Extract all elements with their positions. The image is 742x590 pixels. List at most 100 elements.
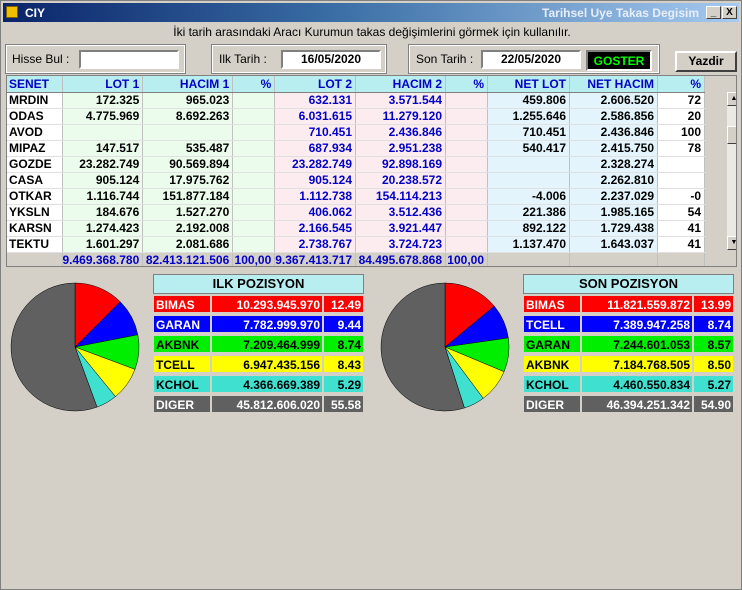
grid-cell [445, 204, 488, 221]
grid-cell: 20.238.572 [355, 172, 446, 189]
grid-cell: 2.328.274 [569, 156, 658, 173]
scroll-thumb[interactable] [727, 126, 736, 144]
grid-cell: 11.279.120 [355, 108, 446, 125]
table-row[interactable]: YKSLN 184.676 1.527.270 406.062 3.512.436 221… [7, 204, 705, 221]
grid-cell: 41 [657, 236, 705, 253]
position-name: KCHOL [153, 375, 211, 393]
position-name: TCELL [523, 315, 581, 333]
position-value: 7.209.464.999 [211, 335, 323, 353]
yazdir-button[interactable]: Yazdir [675, 51, 737, 72]
grid-cell: 1.729.438 [569, 220, 658, 237]
grid-cell: 20 [657, 108, 705, 125]
grid-cell: 78 [657, 140, 705, 157]
grid-cell: 17.975.762 [142, 172, 234, 189]
grid-cell: 965.023 [142, 92, 234, 109]
grid-cell: SENET [7, 76, 63, 93]
grid-cell: 406.062 [274, 204, 356, 221]
son-pozisyon-title: SON POZISYON [523, 274, 734, 294]
grid-cell: NET HACIM [569, 76, 658, 93]
table-row[interactable]: MIPAZ 147.517 535.487 687.934 2.951.238 540.4… [7, 140, 705, 157]
grid-cell: 905.124 [274, 172, 356, 189]
position-value: 4.366.669.389 [211, 375, 323, 393]
position-name: BIMAS [523, 295, 581, 313]
grid-cell: 84.495.678.868 [355, 252, 446, 266]
table-row[interactable]: KARSN 1.274.423 2.192.008 2.166.545 3.921.44… [7, 220, 705, 237]
son-tarih-input[interactable]: 22/05/2020 [481, 50, 581, 69]
grid-cell [232, 188, 276, 205]
grid-cell: 8.692.263 [142, 108, 234, 125]
grid-cell: 147.517 [62, 140, 144, 157]
grid-cell: -4.006 [487, 188, 570, 205]
grid-cell: 1.116.744 [62, 188, 144, 205]
table-row[interactable]: ODAS 4.775.969 8.692.263 6.031.615 11.279.12… [7, 108, 705, 125]
table-row[interactable]: GOZDE 23.282.749 90.569.894 23.282.749 92.89… [7, 156, 705, 173]
scroll-down-arrow-icon[interactable]: ▼ [727, 236, 736, 250]
grid-cell: 710.451 [274, 124, 356, 141]
pie-slice-bimas [444, 282, 495, 348]
position-value: 7.184.768.505 [581, 355, 693, 373]
position-value: 6.947.435.156 [211, 355, 323, 373]
grid-cell [445, 188, 488, 205]
grid-cell: 1.985.165 [569, 204, 658, 221]
position-row: KCHOL 4.460.550.834 5.27 [523, 375, 734, 393]
table-row[interactable]: CASA 905.124 17.975.762 905.124 20.238.572 2.… [7, 172, 705, 189]
grid-cell [445, 108, 488, 125]
grid-cell: 1.112.738 [274, 188, 356, 205]
position-value: 11.821.559.872 [581, 295, 693, 313]
grid-cell: 2.415.750 [569, 140, 658, 157]
ilk-pozisyon-title: ILK POZISYON [153, 274, 364, 294]
position-row: AKBNK 7.209.464.999 8.74 [153, 335, 364, 353]
grid-cell: 1.601.297 [62, 236, 144, 253]
grid-cell: 540.417 [487, 140, 570, 157]
table-row[interactable]: AVOD 710.451 2.436.846 710.451 2.436.846 100 [7, 124, 705, 141]
title-bar[interactable]: CIY Tarihsel Uye Takas Degisim _ X [3, 3, 739, 22]
grid-cell: 905.124 [62, 172, 144, 189]
position-row: AKBNK 7.184.768.505 8.50 [523, 355, 734, 373]
grid-cell: 2.192.008 [142, 220, 234, 237]
grid-cell: 892.122 [487, 220, 570, 237]
ilk-group [211, 44, 387, 74]
position-percent: 54.90 [693, 395, 734, 413]
window-subtitle: Tarihsel Uye Takas Degisim [542, 6, 699, 20]
grid-cell [142, 124, 234, 141]
table-row[interactable]: OTKAR 1.116.744 151.877.184 1.112.738 154.11… [7, 188, 705, 205]
goster-button[interactable]: GOSTER [586, 50, 652, 71]
grid-cell: MRDIN [7, 92, 63, 109]
grid-cell: GOZDE [7, 156, 63, 173]
grid-cell: 9.469.368.780 [62, 252, 144, 266]
grid-cell [487, 156, 570, 173]
minimize-button[interactable]: _ [706, 6, 721, 19]
grid-totals-row[interactable]: 9.469.368.780 82.413.121.506 100,00 9.367.4… [7, 252, 705, 266]
table-row[interactable]: TEKTU 1.601.297 2.081.686 2.738.767 3.724.72… [7, 236, 705, 253]
close-button[interactable]: X [722, 6, 737, 19]
position-name: GARAN [153, 315, 211, 333]
grid-cell: 2.166.545 [274, 220, 356, 237]
position-percent: 8.74 [323, 335, 364, 353]
grid-cell [232, 156, 276, 173]
grid-vertical-scrollbar[interactable]: ▲ ▼ [727, 92, 736, 250]
grid-cell: 1.643.037 [569, 236, 658, 253]
grid-cell: 6.031.615 [274, 108, 356, 125]
grid-cell: 2.081.686 [142, 236, 234, 253]
grid-cell: HACIM 1 [142, 76, 234, 93]
ilk-pie-chart [10, 282, 140, 412]
grid-cell [657, 156, 705, 173]
table-row[interactable]: MRDIN 172.325 965.023 632.131 3.571.544 459.8… [7, 92, 705, 109]
scroll-up-arrow-icon[interactable]: ▲ [727, 92, 736, 106]
position-value: 4.460.550.834 [581, 375, 693, 393]
grid-cell: 100,00 [232, 252, 276, 266]
grid-cell [445, 140, 488, 157]
ilk-tarih-input[interactable]: 16/05/2020 [281, 50, 381, 69]
grid-cell [487, 172, 570, 189]
grid-cell: KARSN [7, 220, 63, 237]
app-icon [6, 6, 18, 18]
grid-header-row[interactable]: SENET LOT 1 HACIM 1% LOT 2 HACIM 2% NET LOT NE… [7, 76, 705, 93]
position-percent: 5.29 [323, 375, 364, 393]
position-row: KCHOL 4.366.669.389 5.29 [153, 375, 364, 393]
position-percent: 8.74 [693, 315, 734, 333]
grid-cell: 100,00 [445, 252, 488, 266]
takas-grid[interactable]: SENET LOT 1 HACIM 1% LOT 2 HACIM 2% NET LOT NE… [6, 75, 737, 267]
son-pie-chart [380, 282, 510, 412]
hisse-input[interactable] [79, 50, 179, 69]
grid-cell: 9.367.413.717 [274, 252, 356, 266]
